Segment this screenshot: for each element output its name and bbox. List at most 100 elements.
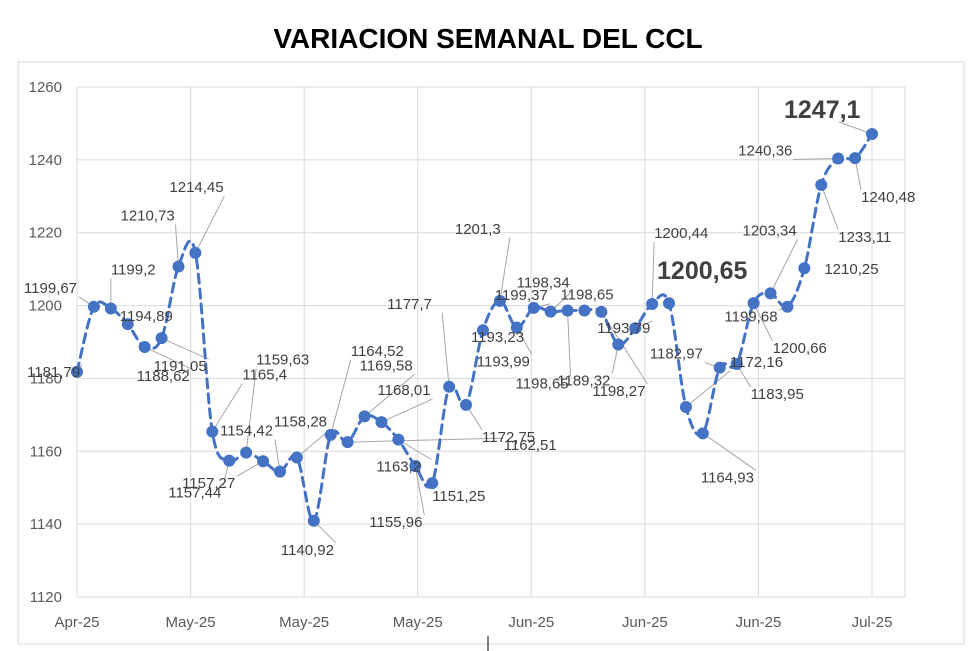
data-label: 1165,4 — [242, 367, 287, 384]
data-point — [324, 428, 337, 441]
data-point — [713, 361, 726, 374]
leader-line — [702, 432, 757, 471]
data-label: 1169,58 — [360, 357, 413, 374]
data-point — [527, 301, 540, 314]
chart-area-border — [17, 61, 965, 645]
data-label: 1233,11 — [838, 229, 891, 246]
data-label: 1193,23 — [471, 329, 524, 346]
y-tick-label: 1200 — [29, 298, 62, 315]
data-label: 1198,65 — [560, 286, 613, 303]
data-point — [138, 341, 151, 354]
data-point — [815, 178, 828, 191]
data-point — [730, 358, 743, 371]
data-label: 1159,63 — [256, 352, 309, 369]
leader-line — [245, 368, 257, 453]
data-label: 1154,42 — [220, 423, 273, 440]
data-label: 1210,73 — [120, 207, 174, 224]
leader-line — [144, 346, 192, 370]
data-point — [240, 446, 253, 459]
leader-line — [211, 383, 243, 432]
data-point — [595, 305, 608, 318]
data-label: 1177,7 — [387, 296, 432, 313]
data-label: 1240,48 — [861, 189, 915, 206]
data-point — [679, 400, 692, 413]
data-point — [87, 300, 100, 313]
data-label: 1140,92 — [281, 542, 334, 559]
leader-line — [770, 239, 798, 294]
data-label: 1198,34 — [517, 275, 570, 292]
data-label: 1189,32 — [557, 372, 610, 389]
y-tick-label: 1180 — [30, 370, 62, 387]
x-tick-label: May-25 — [393, 614, 443, 631]
data-label: 1182,97 — [650, 346, 703, 363]
leader-line — [381, 398, 433, 423]
data-point — [375, 416, 388, 429]
data-label: 1247,1 — [784, 96, 861, 124]
leader-line — [330, 359, 352, 435]
chart-grid — [17, 61, 965, 651]
data-point — [849, 152, 862, 165]
data-label: 1164,93 — [701, 469, 754, 486]
leader-line — [567, 310, 572, 377]
data-point — [866, 127, 878, 140]
x-axis-ticks: Apr-25 May-25 May-25 May-25 Jun-25 Jun-25 Jun-… — [54, 614, 892, 631]
data-point — [223, 454, 236, 467]
leader-line — [364, 374, 415, 417]
data-point — [460, 398, 473, 411]
data-point — [392, 433, 405, 446]
data-point — [696, 427, 709, 440]
x-tick-label: Jun-25 — [508, 614, 554, 631]
data-label: 1200,66 — [773, 340, 827, 357]
data-point — [578, 304, 591, 317]
x-tick-label: May-25 — [166, 614, 216, 631]
data-point — [629, 322, 642, 335]
leader-line — [685, 370, 731, 408]
data-label: 1198,27 — [592, 383, 645, 400]
data-label: 1157,44 — [168, 485, 221, 502]
leader-line — [793, 158, 839, 161]
leader-line — [651, 241, 655, 304]
data-points — [71, 127, 878, 527]
data-label: 1162,51 — [504, 437, 557, 454]
data-point — [764, 287, 777, 300]
data-label: 1201,3 — [455, 221, 501, 238]
leader-line — [398, 439, 432, 461]
y-tick-label: 1120 — [30, 589, 62, 606]
data-point — [341, 436, 354, 449]
data-label: 1168,01 — [377, 382, 430, 399]
data-point — [172, 260, 185, 273]
data-label: 1199,2 — [111, 261, 156, 278]
data-label: 1172,75 — [482, 429, 535, 446]
x-tick-label: Jun-25 — [622, 614, 668, 631]
data-point — [358, 410, 371, 423]
data-label: 1199,37 — [495, 287, 548, 304]
data-label: 1191,05 — [154, 358, 207, 375]
data-label: 1157,27 — [182, 475, 235, 492]
y-axis-ticks: 1120 1140 1160 1180 1200 1220 1240 1260 — [29, 79, 62, 606]
data-label: 1158,28 — [274, 414, 327, 431]
data-point — [544, 305, 557, 318]
leader-line — [161, 337, 209, 360]
x-tick-label: May-25 — [279, 614, 329, 631]
leader-line — [441, 312, 450, 387]
data-labels: 1181,79 1199,67 1199,2 1194,89 1188,621191,0… — [24, 96, 915, 559]
leader-line — [753, 302, 774, 342]
data-label: 1155,96 — [369, 514, 422, 531]
data-point — [257, 455, 270, 468]
y-tick-label: 1220 — [29, 225, 62, 242]
data-label: 1198,65 — [516, 375, 569, 392]
leader-line — [414, 465, 425, 516]
label-leader-lines — [76, 121, 873, 544]
leader-line — [499, 237, 511, 301]
data-label: 1172,16 — [730, 354, 783, 371]
data-label: 1240,36 — [738, 143, 792, 160]
data-point — [476, 324, 489, 337]
data-point — [646, 297, 659, 310]
data-point — [561, 304, 574, 317]
data-label: 1193,99 — [477, 353, 530, 370]
data-point — [663, 297, 676, 310]
data-point — [273, 465, 286, 478]
x-tick-label: Jul-25 — [852, 614, 893, 631]
data-label: 1214,45 — [169, 179, 223, 196]
